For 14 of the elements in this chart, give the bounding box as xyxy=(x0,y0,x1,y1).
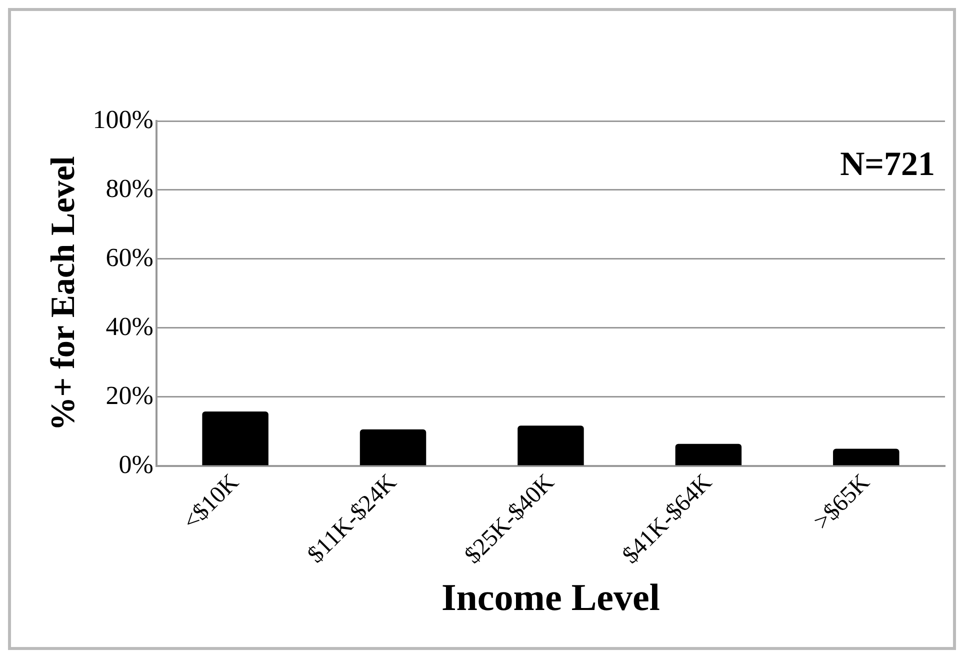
y-tick-label: 60% xyxy=(106,242,154,272)
bar xyxy=(675,444,742,466)
y-tick-label: 20% xyxy=(106,380,154,410)
bar xyxy=(518,426,584,466)
y-axis-title: %+ for Each Level xyxy=(45,156,82,431)
y-tick-label: 100% xyxy=(92,104,154,134)
bar xyxy=(202,411,268,466)
bar xyxy=(360,429,426,466)
x-axis-title: Income Level xyxy=(442,577,660,620)
y-tick-label: 0% xyxy=(118,450,154,479)
annotation: N=721 xyxy=(840,146,935,183)
y-tick-label: 80% xyxy=(106,174,154,203)
bar xyxy=(833,448,900,466)
y-tick-label: 40% xyxy=(106,312,154,341)
